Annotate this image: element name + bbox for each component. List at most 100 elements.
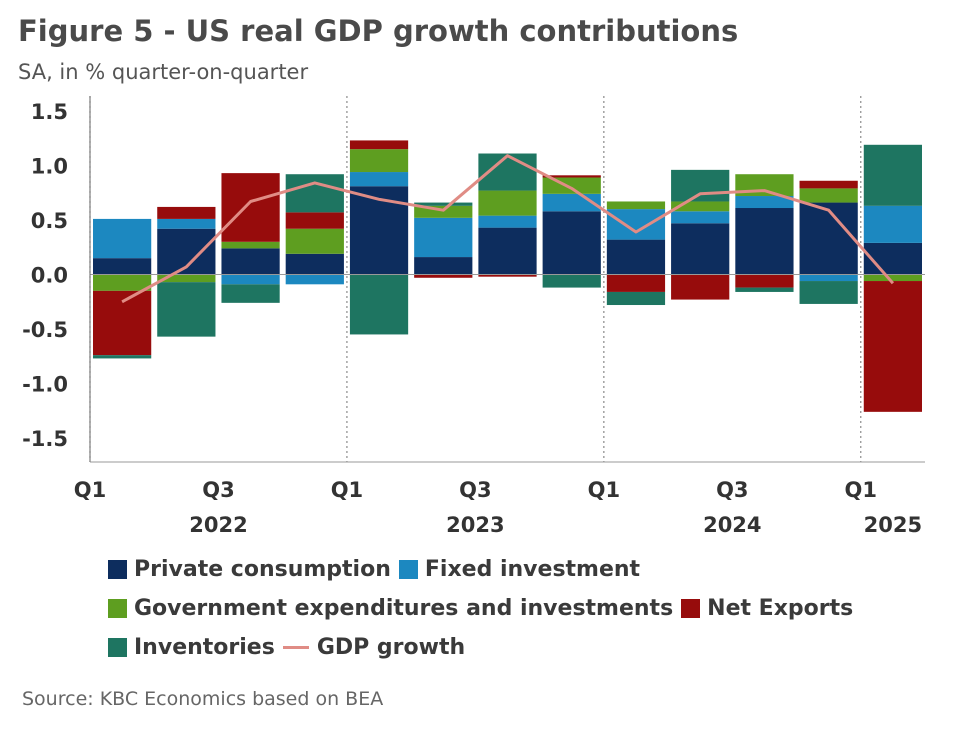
bar-segment — [414, 205, 473, 218]
bar-segment — [863, 274, 922, 282]
legend-label: Inventories — [134, 635, 275, 660]
bar-segment — [799, 274, 858, 282]
legend-item-net-exports: Net Exports — [681, 596, 853, 621]
bar-segment — [799, 188, 858, 203]
bar-segment — [414, 217, 473, 258]
bar-segment — [671, 211, 730, 224]
bar-segment — [478, 227, 537, 275]
x-tick-label: Q1 — [74, 478, 106, 502]
bar-segment — [285, 253, 344, 275]
legend-swatch — [108, 638, 127, 657]
y-tick-label: 0.5 — [31, 209, 68, 233]
source-note: Source: KBC Economics based on BEA — [22, 688, 384, 710]
bar-segment — [349, 274, 409, 335]
bar-segment — [285, 274, 344, 285]
x-year-label: 2023 — [446, 513, 504, 537]
bar-segment — [799, 202, 858, 275]
legend-item-fixed-investment: Fixed investment — [398, 557, 641, 582]
bar-segment — [863, 281, 922, 412]
legend-label: Fixed investment — [424, 557, 641, 582]
bar-segment — [863, 144, 922, 206]
x-tick-label: Q3 — [459, 478, 491, 502]
bar-segment — [414, 257, 473, 275]
chart-subtitle: SA, in % quarter-on-quarter — [18, 60, 309, 84]
x-tick-label: Q1 — [331, 478, 363, 502]
chart-title: Figure 5 - US real GDP growth contributi… — [18, 14, 739, 48]
bar-segment — [221, 241, 280, 249]
stacked-bar-chart: 1.5 1.0 0.5 0.0 -0.5 -1.0 -1.5 Q1 Q3 Q1 Q3 Q1 Q3 Q1 20… — [22, 96, 925, 537]
bar-segment — [735, 274, 794, 288]
x-tick-label: Q1 — [588, 478, 620, 502]
legend-label: Private consumption — [134, 557, 391, 582]
bar-segment — [478, 190, 537, 216]
bar-segment — [542, 175, 601, 178]
bar-segment — [799, 180, 858, 189]
legend-swatch — [108, 560, 127, 579]
bar-segment — [606, 239, 666, 275]
bar-segment — [478, 274, 537, 277]
bar-segment — [221, 248, 280, 275]
bar-segment — [606, 291, 666, 306]
bar-segment — [349, 186, 409, 275]
bar-segment — [863, 205, 922, 243]
bar-segment — [157, 274, 216, 283]
bar-segment — [349, 149, 409, 173]
bar-segment — [478, 215, 537, 228]
bar-segment — [93, 355, 152, 359]
legend-swatch — [398, 560, 418, 579]
bar-segment — [93, 274, 152, 291]
x-year-label: 2024 — [703, 513, 761, 537]
bar-segment — [542, 211, 601, 275]
bar-segment — [671, 169, 730, 202]
legend-swatch — [108, 599, 127, 618]
y-tick-label: 0.0 — [31, 264, 68, 288]
bar-segment — [735, 208, 794, 275]
y-tick-label: 1.5 — [31, 100, 68, 124]
x-tick-label: Q1 — [845, 478, 877, 502]
bar-segment — [671, 201, 730, 212]
bar-segment — [221, 284, 280, 303]
x-year-label: 2022 — [189, 513, 247, 537]
legend-swatch — [681, 599, 701, 618]
bar-segment — [863, 242, 922, 275]
legend-item-gdp-growth: GDP growth — [282, 635, 466, 660]
bar-segment — [799, 281, 858, 304]
legend-item-inventories: Inventories — [108, 635, 275, 660]
legend: Private consumption Fixed investment Gov… — [108, 550, 861, 667]
axes — [89, 96, 925, 463]
x-tick-label: Q3 — [202, 478, 234, 502]
bar-segment — [93, 218, 152, 259]
legend-line-swatch — [282, 646, 309, 649]
gdp-line — [121, 154, 895, 304]
x-year-label: 2025 — [864, 513, 922, 537]
legend-item-private-consumption: Private consumption — [108, 557, 391, 582]
bar-segment — [157, 282, 216, 337]
bar-segment — [606, 209, 666, 240]
bar-segment — [157, 218, 216, 229]
bar-segment — [735, 287, 794, 292]
y-tick-label: -1.0 — [22, 373, 68, 397]
bar-segment — [414, 202, 473, 206]
bar-segment — [606, 274, 666, 292]
y-tick-label: -0.5 — [22, 318, 68, 342]
x-tick-label: Q3 — [716, 478, 748, 502]
bar-segment — [414, 274, 473, 278]
bar-segment — [606, 201, 666, 210]
legend-label: Government expenditures and investments — [134, 596, 674, 621]
bar-segment — [285, 212, 344, 229]
legend-item-government: Government expenditures and investments — [108, 596, 673, 621]
bar-segment — [285, 228, 344, 254]
bar-segment — [349, 172, 409, 187]
gdp-growth-line — [121, 154, 895, 304]
bar-segment — [671, 223, 730, 275]
bar-segment — [221, 274, 280, 285]
axis-labels: 1.5 1.0 0.5 0.0 -0.5 -1.0 -1.5 Q1 Q3 Q1 Q3 Q1 Q3 Q1 20… — [22, 100, 922, 537]
bar-segment — [349, 140, 409, 150]
legend-label: GDP growth — [316, 635, 466, 660]
bar-segment — [93, 258, 152, 275]
bar-segment — [735, 196, 794, 209]
y-tick-label: -1.5 — [22, 427, 68, 451]
bar-segment — [285, 174, 344, 213]
bars — [93, 140, 922, 412]
bar-segment — [542, 274, 601, 288]
